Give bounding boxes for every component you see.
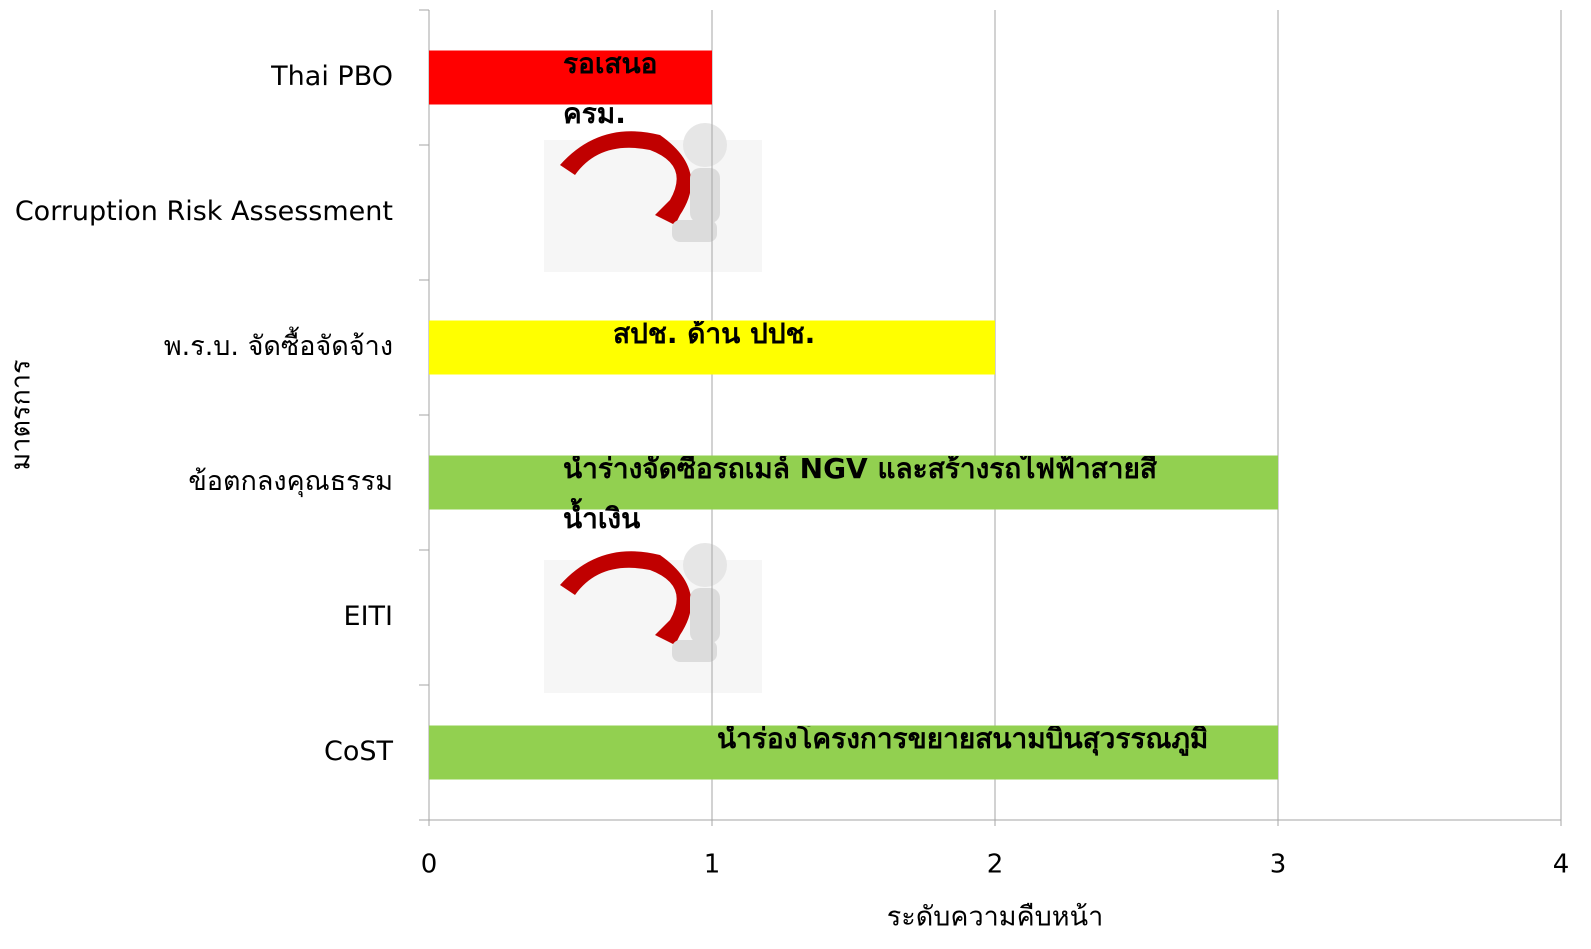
y-tick-label: Thai PBO [270, 61, 393, 92]
x-tick-label: 3 [1270, 850, 1287, 880]
bar-label: นำร่างจัดซื้อรถเมล์ NGV และสร้างรถไฟฟ้าส… [563, 456, 1223, 544]
bar-label-box: สปช. ด้าน ปปช. [613, 321, 1013, 431]
y-tick-label: ข้อตกลงคุณธรรม [188, 466, 393, 498]
bar-label: นำร่องโครงการขยายสนามบินสุวรรณภูมิ [717, 726, 1317, 764]
bar-label: สปช. ด้าน ปปช. [613, 321, 1013, 359]
x-tick-label: 4 [1553, 850, 1570, 880]
bar-label-box: นำร่องโครงการขยายสนามบินสุวรรณภูมิ [717, 726, 1317, 836]
bar-label-box: รอเสนอ ครม. [563, 51, 713, 161]
y-tick-label: พ.ร.บ. จัดซื้อจัดจ้าง [164, 326, 393, 362]
y-tick-label: CoST [324, 736, 394, 767]
y-tick-label: Corruption Risk Assessment [15, 196, 393, 227]
x-tick-label: 2 [987, 850, 1004, 880]
bar-label-box: นำร่างจัดซื้อรถเมล์ NGV และสร้างรถไฟฟ้าส… [563, 456, 1223, 566]
bar-label: รอเสนอ ครม. [563, 51, 713, 139]
chart: ระดับความคืบหน้า มาตรการ 0 1 2 3 4 Thai PBO รอ… [0, 0, 1591, 949]
y-tick-label: EITI [344, 601, 393, 632]
x-tick-label: 0 [421, 850, 438, 880]
x-tick-label: 1 [704, 850, 721, 880]
y-axis-label: มาตรการ [6, 359, 37, 470]
x-axis-label: ระดับความคืบหน้า [887, 902, 1103, 933]
